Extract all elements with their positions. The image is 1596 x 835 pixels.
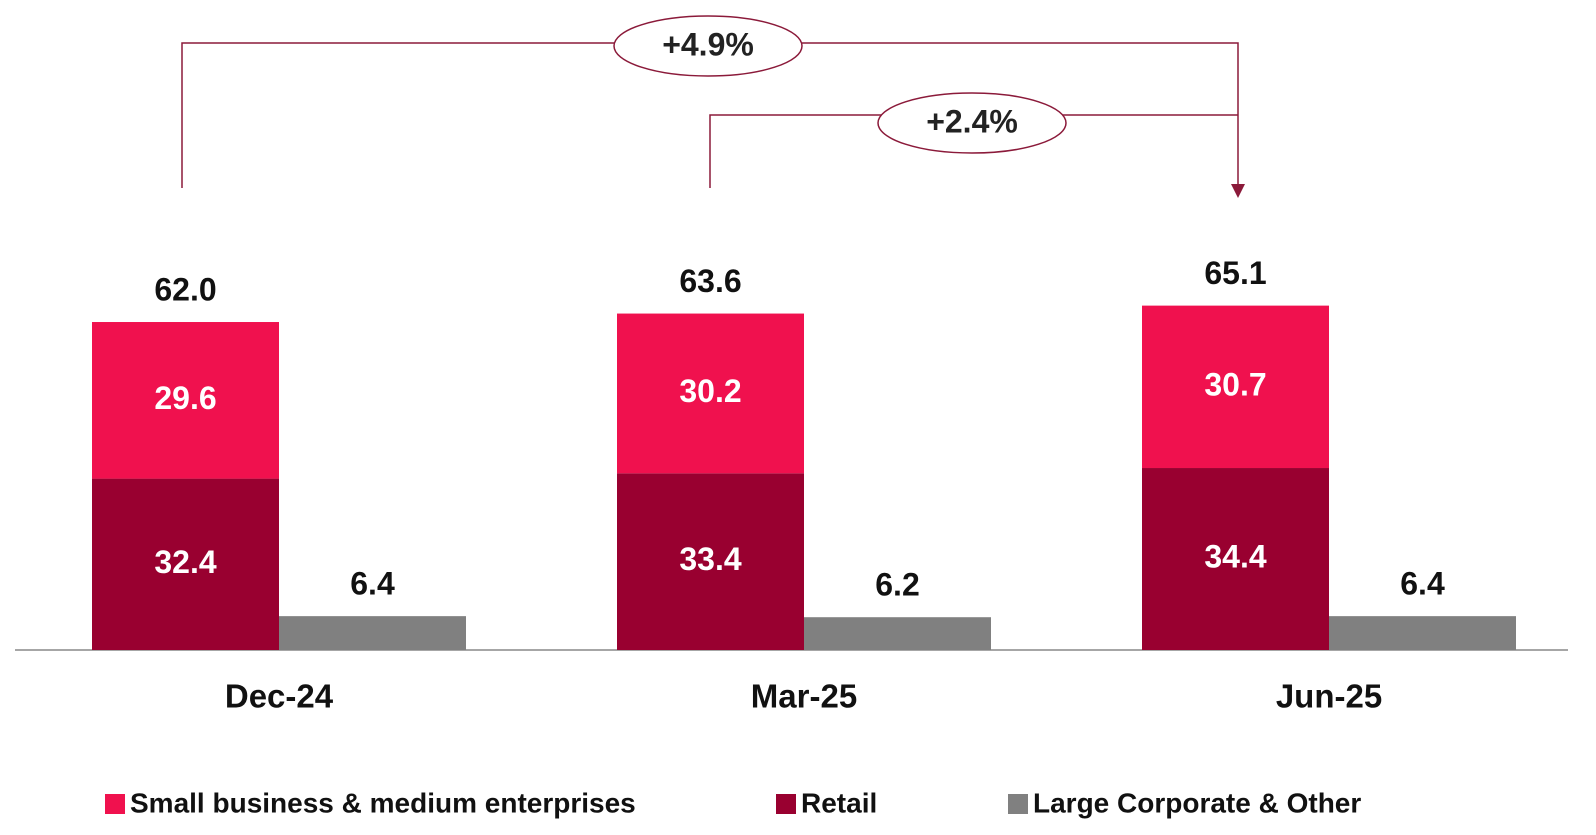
value-label: 6.2	[875, 567, 919, 603]
total-label: 63.6	[679, 263, 741, 299]
value-label: 29.6	[154, 380, 216, 416]
bar-segment	[92, 478, 279, 650]
legend-label: Retail	[801, 787, 877, 818]
annotation-bubble	[877, 92, 1067, 154]
bar	[279, 616, 466, 650]
bar-segment	[617, 473, 804, 650]
bar-segment	[617, 313, 804, 474]
arrow-head	[1231, 184, 1245, 198]
legend-swatch	[776, 794, 796, 814]
legend-label: Small business & medium enterprises	[130, 787, 636, 818]
bar-segment	[1142, 305, 1329, 469]
value-label: 6.4	[1400, 566, 1445, 602]
total-label: 62.0	[154, 271, 216, 307]
legend-swatch	[105, 794, 125, 814]
bar-segment	[1142, 468, 1329, 650]
x-tick-label: Mar-25	[751, 678, 857, 715]
total-label: 65.1	[1204, 255, 1266, 291]
bar	[804, 617, 991, 650]
value-label: 34.4	[1204, 538, 1266, 574]
bar-segment	[92, 322, 279, 479]
annotation: +2.4%	[926, 103, 1018, 139]
legend-label: Large Corporate & Other	[1033, 787, 1361, 818]
x-tick-label: Dec-24	[225, 678, 334, 715]
legend-swatch	[1008, 794, 1028, 814]
annotation: +4.9%	[662, 26, 754, 62]
value-label: 30.7	[1204, 366, 1266, 402]
x-tick-label: Jun-25	[1276, 678, 1382, 715]
bar	[1329, 616, 1516, 650]
annotation-bubble	[613, 15, 803, 77]
value-label: 32.4	[154, 544, 216, 580]
value-label: 33.4	[679, 541, 741, 577]
value-label: 6.4	[350, 566, 395, 602]
value-label: 30.2	[679, 373, 741, 409]
